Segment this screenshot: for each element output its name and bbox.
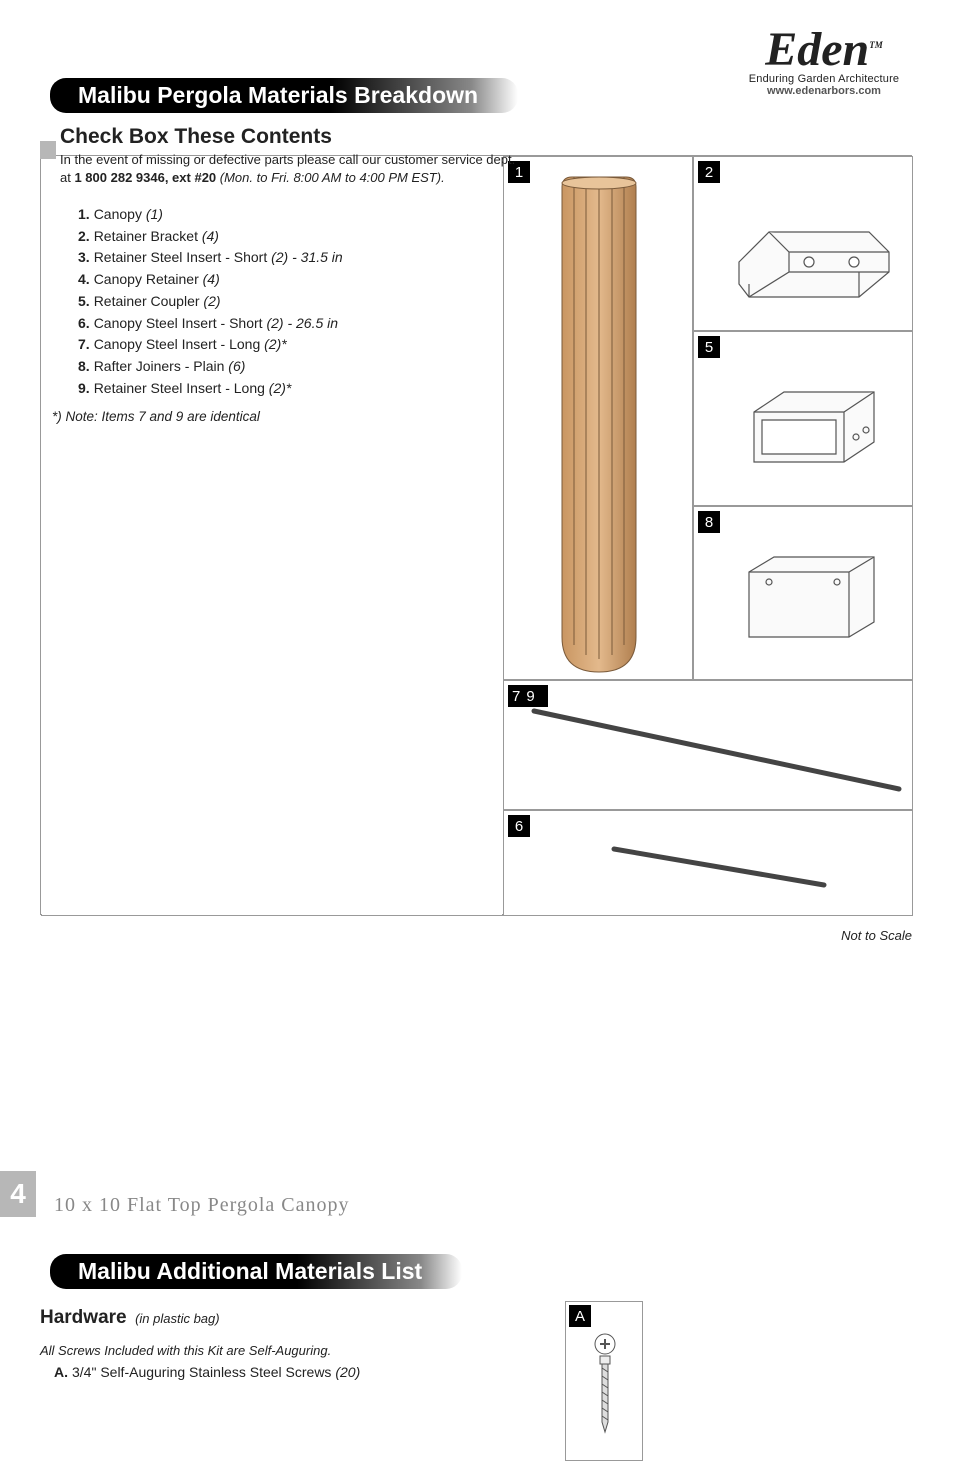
list-item: 3.Retainer Steel Insert - Short (2) - 31…	[78, 247, 520, 269]
section-heading-materials: Malibu Pergola Materials Breakdown	[50, 78, 518, 113]
parts-footnote: *) Note: Items 7 and 9 are identical	[52, 409, 520, 424]
brand-script: EdenTM	[734, 28, 914, 71]
list-item: 4.Canopy Retainer (4)	[78, 269, 520, 291]
section-heading-additional: Malibu Additional Materials List	[50, 1254, 462, 1289]
page-footer: 4 10 x 10 Flat Top Pergola Canopy	[0, 1171, 350, 1217]
hardware-title: Hardware	[40, 1307, 127, 1328]
brand-url: www.edenarbors.com	[734, 85, 914, 97]
brand-logo: EdenTM Enduring Garden Architecture www.…	[734, 28, 914, 97]
badge-A: A	[569, 1305, 591, 1327]
not-to-scale-label: Not to Scale	[841, 928, 912, 943]
lead-bar-icon	[40, 141, 56, 159]
footer-title: 10 x 10 Flat Top Pergola Canopy	[54, 1194, 350, 1217]
parts-list: 1.Canopy (1) 2.Retainer Bracket (4) 3.Re…	[78, 204, 520, 399]
hardware-diagram: A	[565, 1301, 643, 1461]
phone-number: 1 800 282 9346, ext #20	[74, 170, 216, 185]
hours-text: (Mon. to Fri. 8:00 AM to 4:00 PM EST).	[216, 170, 445, 185]
list-item: 5.Retainer Coupler (2)	[78, 291, 520, 313]
brand-tagline: Enduring Garden Architecture	[734, 73, 914, 85]
list-item: 2.Retainer Bracket (4)	[78, 226, 520, 248]
hardware-note: All Screws Included with this Kit are Se…	[40, 1343, 914, 1358]
list-item: 9.Retainer Steel Insert - Long (2)*	[78, 378, 520, 400]
trademark: TM	[869, 40, 883, 50]
list-item: 7.Canopy Steel Insert - Long (2)*	[78, 334, 520, 356]
contents-title: Check Box These Contents	[60, 125, 520, 149]
page-number: 4	[0, 1171, 36, 1217]
hardware-item: A.3/4" Self-Auguring Stainless Steel Scr…	[54, 1364, 914, 1380]
list-item: 8.Rafter Joiners - Plain (6)	[78, 356, 520, 378]
list-item: 6.Canopy Steel Insert - Short (2) - 26.5…	[78, 313, 520, 335]
list-item: 1.Canopy (1)	[78, 204, 520, 226]
hardware-subtitle: (in plastic bag)	[135, 1311, 220, 1326]
contents-blurb: In the event of missing or defective par…	[60, 151, 520, 186]
